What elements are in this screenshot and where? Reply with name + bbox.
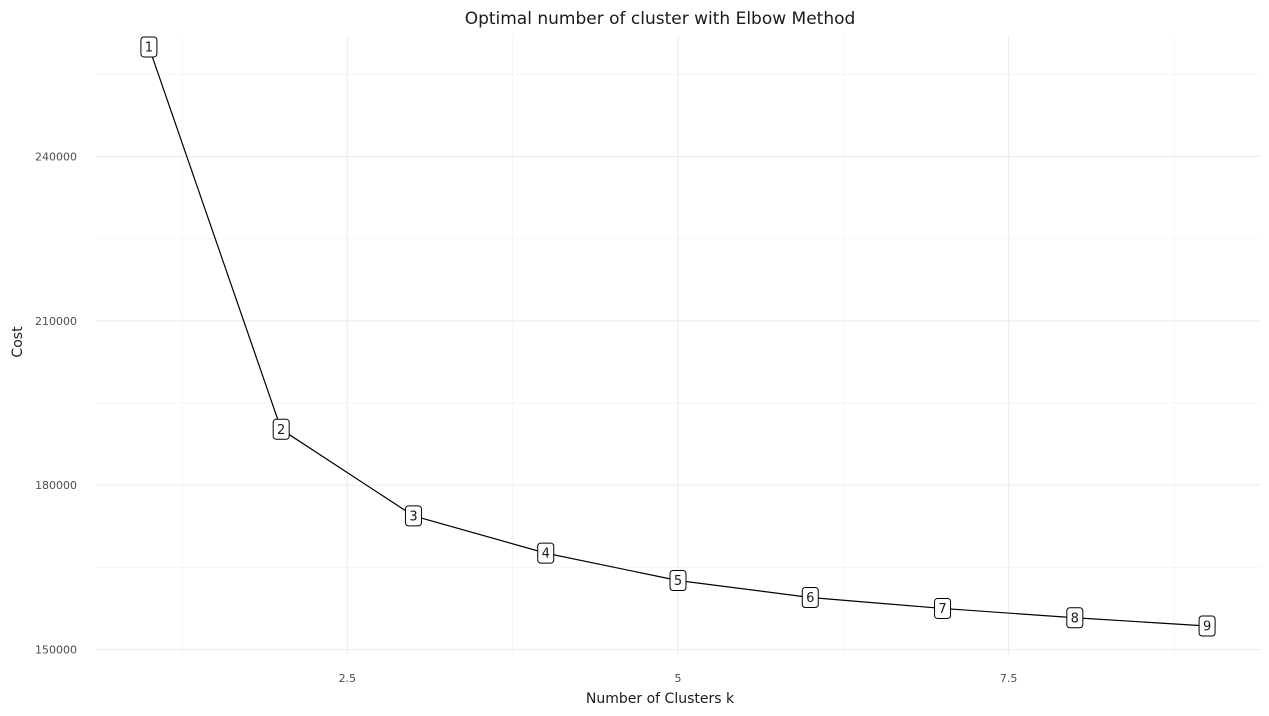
point-label-text: 3 [409, 509, 417, 524]
point-label: 8 [1066, 607, 1084, 629]
point-labels-layer: 1 2 3 4 5 6 7 8 9 [140, 36, 1216, 637]
point-label: 2 [272, 418, 290, 440]
y-axis-ticks: 150000 180000 210000 240000 [35, 151, 77, 657]
y-tick-label: 150000 [35, 644, 77, 657]
point-label-box [669, 570, 687, 592]
point-label: 5 [669, 570, 687, 592]
point-label-text: 7 [938, 602, 946, 617]
x-tick-label: 5 [675, 672, 682, 685]
point-label-text: 8 [1071, 611, 1079, 626]
point-label: 1 [140, 36, 158, 58]
chart-title: Optimal number of cluster with Elbow Met… [465, 9, 856, 29]
point-label-text: 2 [277, 423, 285, 438]
point-label-text: 1 [145, 40, 153, 55]
point-label: 7 [934, 597, 952, 619]
x-axis-label: Number of Clusters k [586, 691, 735, 707]
major-grid [96, 36, 1260, 655]
x-tick-label: 2.5 [339, 672, 357, 685]
point-label-box [1066, 607, 1084, 629]
point-label-text: 6 [806, 591, 814, 606]
x-axis-ticks: 2.5 5 7.5 [339, 672, 1018, 685]
point-label-box [1198, 615, 1216, 637]
point-label-box [140, 36, 158, 58]
y-tick-label: 180000 [35, 479, 77, 492]
point-label-box [537, 542, 555, 564]
point-label-box [272, 418, 290, 440]
point-label-box [404, 505, 422, 527]
point-label-text: 9 [1203, 619, 1211, 634]
y-tick-label: 240000 [35, 151, 77, 164]
point-label: 9 [1198, 615, 1216, 637]
y-axis-label: Cost [10, 326, 26, 358]
point-label: 4 [537, 542, 555, 564]
point-label-box [801, 586, 819, 608]
point-label: 6 [801, 586, 819, 608]
x-tick-label: 7.5 [1000, 672, 1018, 685]
point-label-text: 5 [674, 574, 682, 589]
y-tick-label: 210000 [35, 315, 77, 328]
point-label-box [934, 597, 952, 619]
point-label-text: 4 [542, 547, 550, 562]
point-label: 3 [404, 505, 422, 527]
